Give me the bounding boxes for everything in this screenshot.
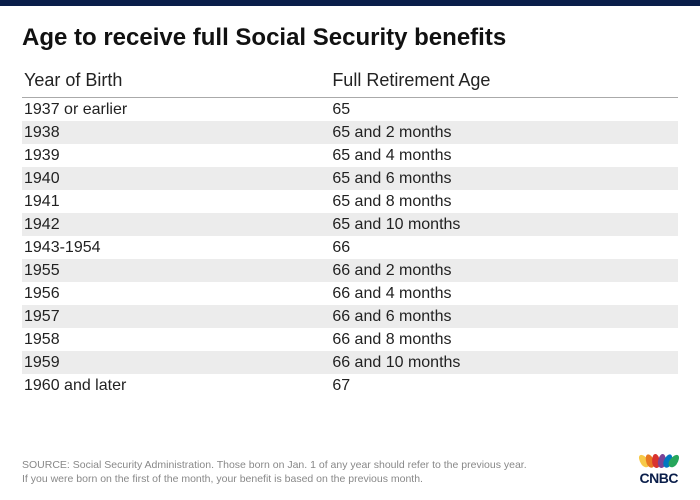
table-row: 195766 and 6 months — [22, 305, 678, 328]
col-header-year: Year of Birth — [22, 66, 330, 98]
logo-text: CNBC — [640, 470, 678, 486]
table-row: 194265 and 10 months — [22, 213, 678, 236]
source-line: SOURCE: Social Security Administration. … — [22, 458, 527, 472]
cell-year: 1938 — [22, 121, 330, 144]
cell-age: 65 and 2 months — [330, 121, 678, 144]
table-row: 195866 and 8 months — [22, 328, 678, 351]
cell-age: 66 and 2 months — [330, 259, 678, 282]
cell-age: 65 and 6 months — [330, 167, 678, 190]
cell-year: 1937 or earlier — [22, 98, 330, 122]
table-row: 193965 and 4 months — [22, 144, 678, 167]
cell-age: 66 and 10 months — [330, 351, 678, 374]
cell-year: 1957 — [22, 305, 330, 328]
table-row: 1943-195466 — [22, 236, 678, 259]
cell-year: 1941 — [22, 190, 330, 213]
cell-year: 1958 — [22, 328, 330, 351]
cell-age: 66 and 6 months — [330, 305, 678, 328]
cell-year: 1960 and later — [22, 374, 330, 397]
cell-age: 65 and 4 months — [330, 144, 678, 167]
cell-age: 65 and 8 months — [330, 190, 678, 213]
table-row: 1937 or earlier65 — [22, 98, 678, 122]
table-row: 195566 and 2 months — [22, 259, 678, 282]
cell-age: 67 — [330, 374, 678, 397]
cell-age: 65 — [330, 98, 678, 122]
source-note: SOURCE: Social Security Administration. … — [22, 458, 527, 486]
cell-age: 66 and 4 months — [330, 282, 678, 305]
cell-year: 1942 — [22, 213, 330, 236]
col-header-age: Full Retirement Age — [330, 66, 678, 98]
peacock-icon — [640, 454, 678, 468]
cell-year: 1939 — [22, 144, 330, 167]
table-row: 193865 and 2 months — [22, 121, 678, 144]
table-row: 1960 and later67 — [22, 374, 678, 397]
cell-year: 1959 — [22, 351, 330, 374]
table-row: 194165 and 8 months — [22, 190, 678, 213]
cell-year: 1955 — [22, 259, 330, 282]
cell-year: 1940 — [22, 167, 330, 190]
cell-age: 66 and 8 months — [330, 328, 678, 351]
table-row: 194065 and 6 months — [22, 167, 678, 190]
table-header-row: Year of Birth Full Retirement Age — [22, 66, 678, 98]
cell-age: 65 and 10 months — [330, 213, 678, 236]
cnbc-logo: CNBC — [640, 454, 678, 486]
source-line: If you were born on the first of the mon… — [22, 472, 527, 486]
page-title: Age to receive full Social Security bene… — [22, 24, 678, 52]
cell-year: 1956 — [22, 282, 330, 305]
retirement-age-table: Year of Birth Full Retirement Age 1937 o… — [22, 66, 678, 397]
table-row: 195966 and 10 months — [22, 351, 678, 374]
cell-age: 66 — [330, 236, 678, 259]
cell-year: 1943-1954 — [22, 236, 330, 259]
table-row: 195666 and 4 months — [22, 282, 678, 305]
